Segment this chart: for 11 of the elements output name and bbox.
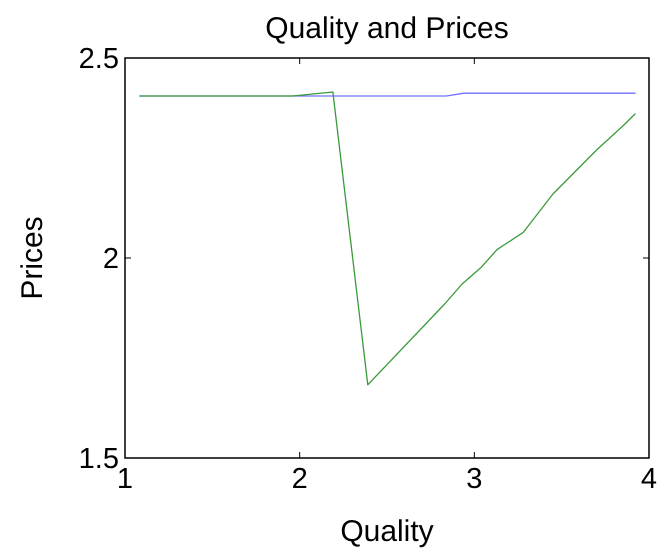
- line-series: [139, 91, 636, 386]
- x-tick-label: 4: [640, 463, 658, 495]
- x-tick-label: 1: [116, 463, 134, 495]
- y-tick-label: 2.5: [78, 43, 119, 76]
- y-tick-label: 2: [102, 243, 119, 276]
- x-tick-label: 3: [466, 463, 482, 495]
- x-axis-title: Quality: [340, 515, 434, 548]
- y-axis-title: Prices: [16, 216, 49, 300]
- x-tick-label: 2: [292, 463, 308, 495]
- chart-title: Quality and Prices: [265, 12, 509, 45]
- y-tick-label: 1.5: [78, 443, 119, 476]
